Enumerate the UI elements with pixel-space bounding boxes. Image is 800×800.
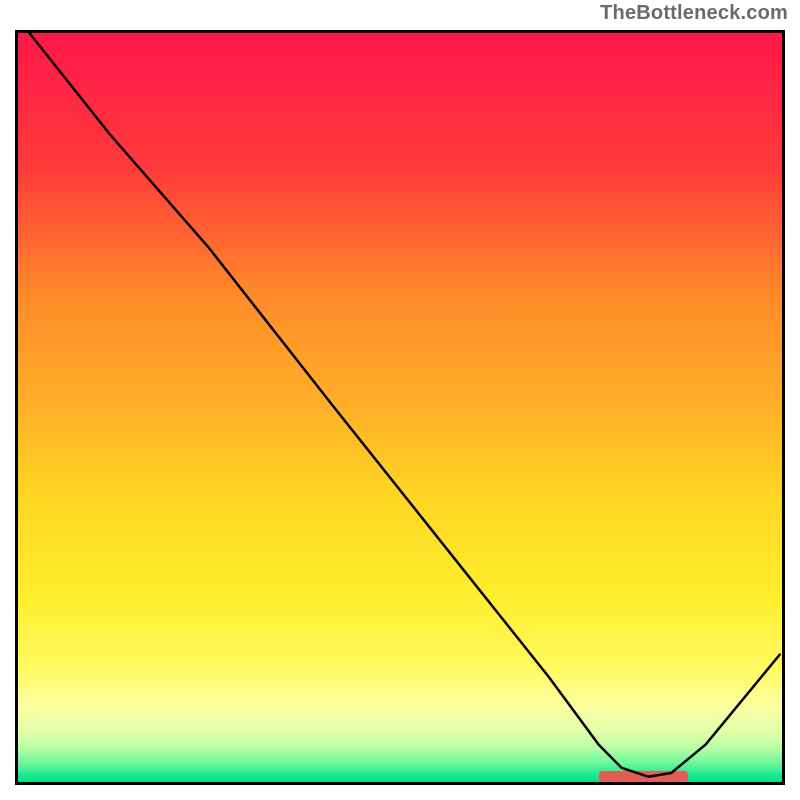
line-series — [18, 33, 782, 782]
bottleneck-chart: TheBottleneck.com — [0, 0, 800, 800]
plot-area — [15, 30, 785, 785]
attribution-text: TheBottleneck.com — [600, 2, 788, 25]
bottleneck-curve — [29, 33, 779, 777]
